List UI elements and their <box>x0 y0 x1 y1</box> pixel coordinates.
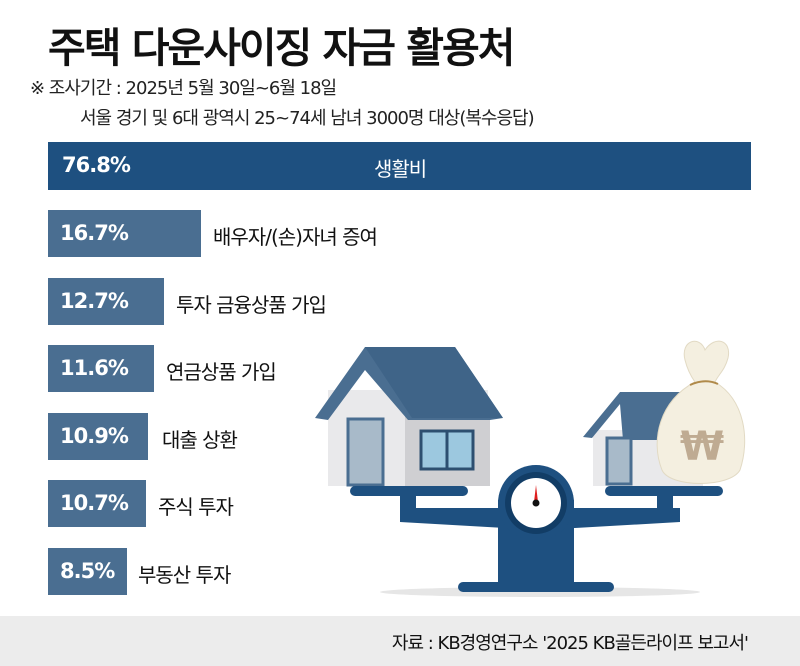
bar-value: 12.7% <box>60 289 129 313</box>
bar-label: 부동산 투자 <box>138 563 231 587</box>
bar-value: 10.7% <box>60 491 129 515</box>
chart-title: 주택 다운사이징 자금 활용처 <box>48 24 515 72</box>
source-footer: 자료 : KB경영연구소 '2025 KB골든라이프 보고서' <box>0 616 800 666</box>
bar <box>48 413 148 460</box>
survey-sample-note: 서울 경기 및 6대 광역시 25~74세 남녀 3000명 대상(복수응답) <box>80 108 535 129</box>
bar-label: 생활비 <box>374 157 427 181</box>
svg-text:₩: ₩ <box>680 424 724 470</box>
survey-period-note: ※ 조사기간 : 2025년 5월 30일~6월 18일 <box>30 78 337 99</box>
bar-value: 16.7% <box>60 221 129 245</box>
scale-houses-money-bag-icon: ₩ <box>315 340 746 597</box>
bar <box>48 278 164 325</box>
bar-value: 10.9% <box>60 424 129 448</box>
bar <box>48 210 201 257</box>
bar <box>48 480 146 527</box>
bar-value: 8.5% <box>60 559 115 583</box>
bar-label: 배우자/(손)자녀 증여 <box>213 225 378 249</box>
bar-living-expenses: 76.8% 생활비 <box>48 142 751 190</box>
bar <box>48 548 127 595</box>
bar-value: 11.6% <box>60 356 129 380</box>
bar-label: 대출 상환 <box>162 428 238 452</box>
bar-label: 투자 금융상품 가입 <box>176 293 327 317</box>
bar-label: 연금상품 가입 <box>166 360 277 384</box>
bar-value: 76.8% <box>62 153 131 177</box>
bar-label: 주식 투자 <box>158 495 234 519</box>
bar <box>48 345 154 392</box>
source-text: 자료 : KB경영연구소 '2025 KB골든라이프 보고서' <box>391 633 749 654</box>
